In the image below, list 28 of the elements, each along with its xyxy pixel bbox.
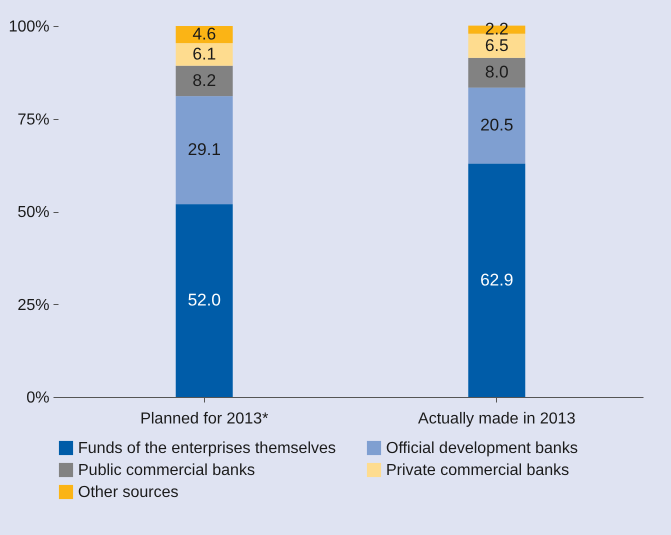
data-label: 62.9 <box>480 270 514 290</box>
bar <box>468 164 526 397</box>
data-label: 4.6 <box>192 24 216 44</box>
y-tick-label: 50% <box>17 204 50 221</box>
bar <box>176 204 233 397</box>
x-tick-label: Planned for 2013* <box>140 410 268 428</box>
bar <box>176 66 233 96</box>
bar <box>468 88 526 164</box>
legend-label: Public commercial banks <box>78 462 255 479</box>
data-label: 8.0 <box>484 62 509 82</box>
bar <box>176 43 233 66</box>
data-label: 52.0 <box>188 290 221 310</box>
data-label: 29.1 <box>188 140 221 160</box>
y-tick-label: 25% <box>17 296 50 314</box>
y-tick-label: 75% <box>17 111 50 128</box>
data-label: 8.2 <box>192 70 216 90</box>
legend-label: Official development banks <box>386 440 578 457</box>
bar <box>176 96 233 204</box>
legend-label: Private commercial banks <box>386 462 570 479</box>
y-tick-label: 0% <box>26 390 50 406</box>
bar <box>468 34 526 58</box>
x-tick-label: Actually made in 2013 <box>418 410 576 428</box>
y-tick-label: 100% <box>8 18 50 36</box>
data-label: 6.1 <box>192 44 216 64</box>
legend-label: Other sources <box>78 484 178 501</box>
legend-label: Funds of the enterprises themselves <box>78 440 336 457</box>
bar <box>468 58 526 88</box>
data-label: 20.5 <box>480 116 514 135</box>
